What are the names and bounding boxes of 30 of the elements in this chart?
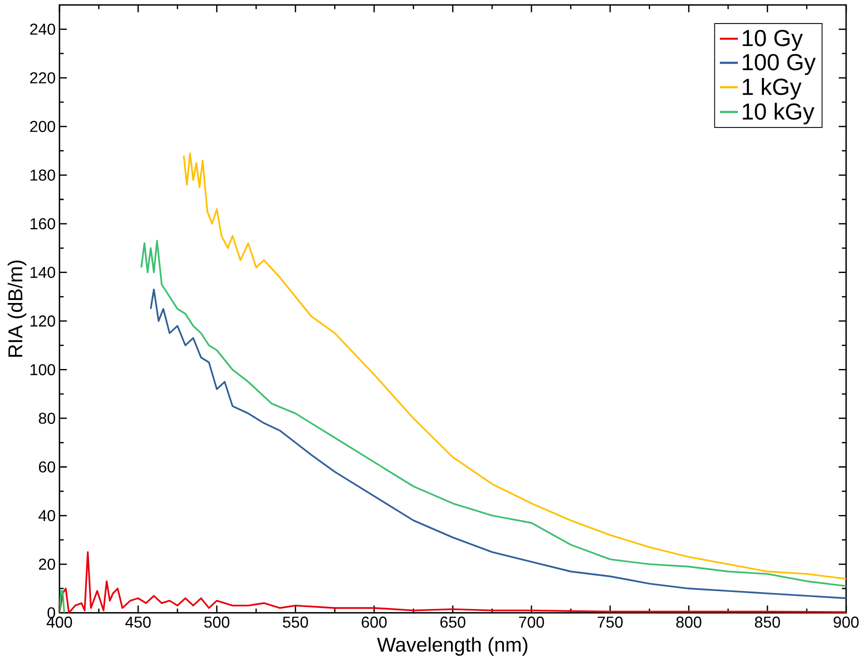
x-tick-label: 450 (125, 616, 151, 628)
y-tick-label: 120 (30, 315, 56, 326)
x-tick-label: 600 (362, 616, 387, 628)
y-tick-label: 240 (30, 23, 56, 35)
x-tick-label: 900 (834, 616, 859, 628)
y-tick-label: 160 (30, 218, 56, 230)
y-tick-label: 220 (30, 72, 56, 84)
x-tick-label: 700 (519, 616, 544, 628)
legend-label: 100 Gy (742, 54, 816, 75)
x-tick-label: 850 (754, 616, 780, 628)
y-tick-label: 80 (38, 412, 56, 424)
line-series (182, 152, 846, 580)
x-tick-label: 400 (46, 616, 72, 628)
y-tick-label: 100 (30, 364, 56, 376)
y-tick-label: 140 (30, 266, 56, 278)
x-tick-label: 650 (440, 616, 466, 628)
y-tick-label: 60 (38, 461, 56, 472)
y-tick-label: 20 (38, 558, 56, 570)
x-tick-label: 750 (598, 616, 623, 628)
x-axis-title: Wavelength (nm) (377, 636, 528, 656)
legend-label: 10 kGy (742, 102, 814, 124)
y-tick-label: 180 (30, 169, 56, 180)
y-tick-label: 40 (38, 510, 56, 521)
y-axis-title: RIA (dB/m) (8, 260, 26, 356)
legend-label: 1 kGy (742, 78, 802, 100)
x-tick-label: 800 (676, 616, 702, 628)
x-tick-label: 500 (204, 616, 230, 628)
legend-label: 10 Gy (742, 30, 803, 51)
y-tick-label: 200 (30, 120, 56, 132)
x-tick-label: 550 (282, 616, 308, 628)
